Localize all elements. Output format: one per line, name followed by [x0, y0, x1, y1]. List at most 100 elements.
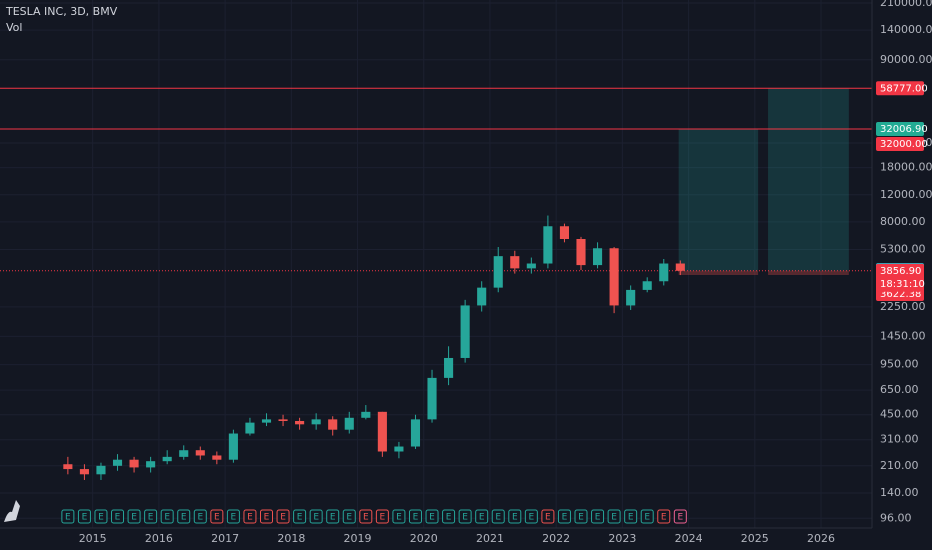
- candle-body: [410, 419, 421, 447]
- y-tick-label: 12000.00: [880, 188, 932, 201]
- earnings-label: E: [65, 513, 71, 523]
- position-stop: [768, 270, 849, 276]
- earnings-label: E: [98, 513, 104, 523]
- x-tick-label: 2026: [807, 532, 835, 545]
- x-tick-label: 2021: [476, 532, 504, 545]
- candle-body: [642, 281, 652, 290]
- earnings-label: E: [115, 513, 121, 523]
- earnings-marker: [94, 509, 108, 524]
- earnings-label: E: [131, 513, 137, 523]
- candle-body: [261, 419, 272, 423]
- earnings-label: E: [562, 513, 568, 523]
- y-tick-label: 210000.00: [880, 0, 932, 9]
- earnings-label: E: [214, 513, 220, 523]
- logo: [4, 500, 20, 522]
- candle-body: [444, 357, 454, 378]
- candle-body: [361, 411, 371, 418]
- earnings-marker: [77, 509, 91, 524]
- earnings-marker: [375, 509, 389, 524]
- earnings-label: E: [330, 513, 336, 523]
- price-label: 32000.00: [880, 139, 928, 150]
- earnings-label: E: [479, 513, 485, 523]
- earnings-label: E: [462, 513, 468, 523]
- earnings-label: E: [677, 513, 683, 523]
- chart-title: TESLA INC, 3D, BMV: [5, 5, 118, 18]
- price-label: 58777.00: [880, 83, 928, 94]
- x-tick-label: 2025: [741, 532, 769, 545]
- earnings-marker: [475, 509, 489, 524]
- position-target: [768, 88, 849, 271]
- earnings-label: E: [197, 513, 203, 523]
- candle-body: [394, 446, 404, 452]
- earnings-label: E: [164, 513, 170, 523]
- last-price-bg: [876, 263, 924, 292]
- earnings-label: E: [231, 513, 237, 523]
- earnings-marker: [624, 509, 638, 524]
- y-tick-label: 18000.00: [880, 161, 932, 174]
- candle-body: [212, 455, 222, 460]
- earnings-marker: [61, 509, 75, 524]
- candle-body: [228, 433, 238, 460]
- candle-body: [543, 226, 553, 264]
- candle-body: [659, 263, 669, 282]
- last-price-countdown: 18:31:10: [880, 279, 925, 290]
- x-tick-label: 2017: [211, 532, 239, 545]
- earnings-marker: [144, 509, 158, 524]
- earnings-marker: [458, 509, 472, 524]
- earnings-marker: [293, 509, 307, 524]
- earnings-marker: [574, 509, 588, 524]
- last-price-label: 3856.90: [880, 266, 921, 277]
- y-tick-label: 2250.00: [880, 300, 926, 313]
- y-tick-label: 140.00: [880, 486, 919, 499]
- earnings-label: E: [446, 513, 452, 523]
- earnings-marker: [259, 509, 273, 524]
- y-tick-label: 90000.00: [880, 53, 932, 66]
- y-tick-label: 450.00: [880, 408, 919, 421]
- earnings-label: E: [82, 513, 88, 523]
- candle-body: [626, 289, 636, 306]
- price-label-bg: [876, 122, 924, 137]
- y-tick-label: 8000.00: [880, 215, 926, 228]
- position-target: [678, 129, 759, 271]
- earnings-marker: [226, 509, 240, 524]
- x-tick-label: 2023: [608, 532, 636, 545]
- earnings-label: E: [595, 513, 601, 523]
- candle-body: [162, 456, 172, 462]
- price-label: 3622.38: [880, 289, 921, 300]
- earnings-marker: [673, 509, 687, 524]
- earnings-marker: [342, 509, 356, 524]
- earnings-marker: [177, 509, 191, 524]
- earnings-label: E: [148, 513, 154, 523]
- earnings-marker: [657, 509, 671, 524]
- candle-body: [96, 465, 106, 475]
- candle-body: [460, 305, 470, 358]
- earnings-label: E: [181, 513, 187, 523]
- x-tick-label: 2018: [277, 532, 305, 545]
- earnings-label: E: [578, 513, 584, 523]
- x-tick-label: 2022: [542, 532, 570, 545]
- y-tick-label: 650.00: [880, 383, 919, 396]
- price-label-bg: [876, 137, 924, 152]
- earnings-marker: [541, 509, 555, 524]
- earnings-label: E: [644, 513, 650, 523]
- candle-body: [493, 256, 503, 288]
- x-tick-label: 2016: [145, 532, 173, 545]
- earnings-marker: [425, 509, 439, 524]
- earnings-marker: [210, 509, 224, 524]
- candle-body: [526, 263, 536, 269]
- candle-body: [79, 469, 89, 475]
- candle-body: [278, 419, 288, 421]
- x-tick-label: 2024: [675, 532, 703, 545]
- earnings-label: E: [297, 513, 303, 523]
- earnings-label: E: [661, 513, 667, 523]
- earnings-marker: [591, 509, 605, 524]
- earnings-label: E: [280, 513, 286, 523]
- earnings-label: E: [413, 513, 419, 523]
- candle-body: [245, 422, 255, 434]
- candle-body: [195, 450, 205, 456]
- y-tick-label: 210.00: [880, 459, 919, 472]
- position-stop: [678, 270, 759, 276]
- candle-body: [328, 419, 338, 430]
- earnings-label: E: [264, 513, 270, 523]
- y-tick-label: 1450.00: [880, 329, 926, 342]
